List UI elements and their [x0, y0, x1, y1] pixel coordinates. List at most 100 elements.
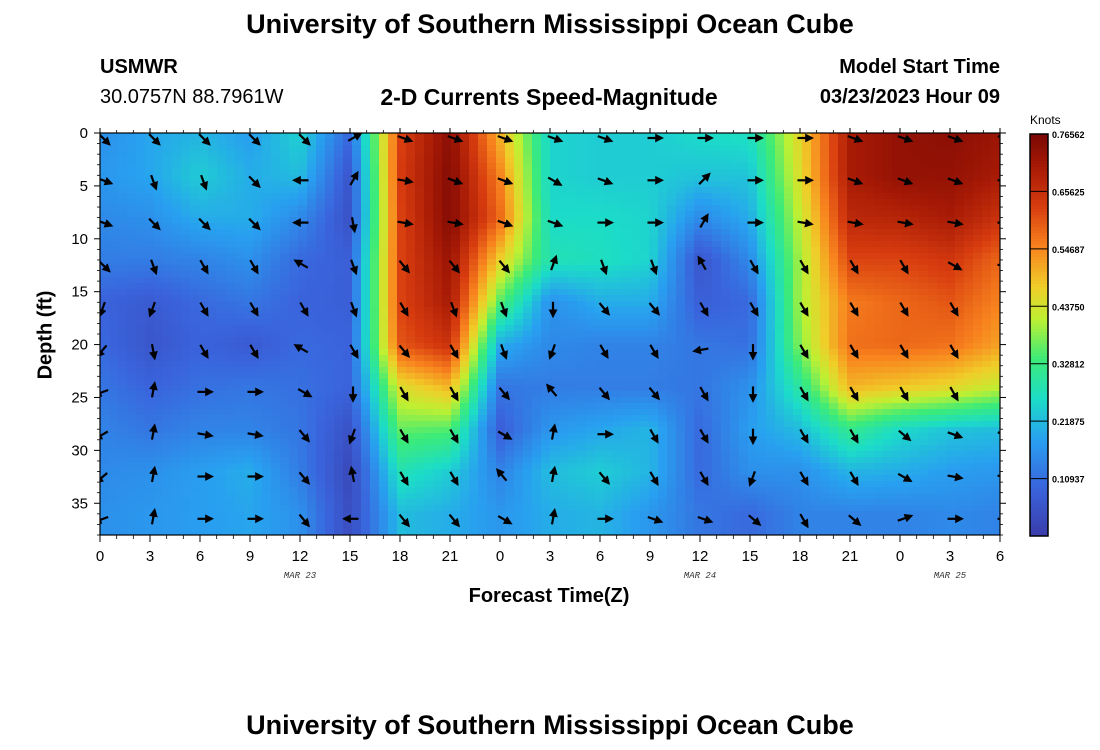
heatmap-cell [559, 205, 569, 212]
heatmap-cell [784, 289, 794, 296]
heatmap-cell [586, 151, 596, 158]
heatmap-cell [487, 145, 497, 152]
heatmap-cell [910, 415, 920, 422]
heatmap-cell [910, 241, 920, 248]
heatmap-cell [361, 199, 371, 206]
heatmap-cell [208, 409, 218, 416]
heatmap-cell [523, 157, 533, 164]
heatmap-cell [937, 391, 947, 398]
heatmap-cell [514, 205, 524, 212]
heatmap-cell [163, 337, 173, 344]
heatmap-cell [424, 157, 434, 164]
heatmap-cell [586, 301, 596, 308]
heatmap-cell [721, 253, 731, 260]
heatmap-cell [928, 301, 938, 308]
heatmap-cell [631, 289, 641, 296]
heatmap-cell [352, 169, 362, 176]
heatmap-cell [937, 217, 947, 224]
heatmap-cell [307, 295, 317, 302]
heatmap-cell [685, 331, 695, 338]
heatmap-cell [181, 253, 191, 260]
heatmap-cell [361, 367, 371, 374]
heatmap-cell [775, 391, 785, 398]
heatmap-cell [226, 391, 236, 398]
heatmap-cell [289, 355, 299, 362]
heatmap-cell [559, 163, 569, 170]
heatmap-cell [496, 229, 506, 236]
heatmap-cell [298, 193, 308, 200]
heatmap-cell [802, 325, 812, 332]
heatmap-cell [532, 289, 542, 296]
heatmap-cell [829, 133, 839, 140]
heatmap-cell [640, 265, 650, 272]
colorbar-unit-label: Knots [1030, 113, 1061, 127]
heatmap-cell [244, 151, 254, 158]
heatmap-cell [910, 355, 920, 362]
heatmap-cell [208, 349, 218, 356]
heatmap-cell [811, 355, 821, 362]
heatmap-cell [604, 319, 614, 326]
heatmap-cell [676, 319, 686, 326]
heatmap-cell [748, 163, 758, 170]
heatmap-cell [613, 217, 623, 224]
heatmap-cell [478, 295, 488, 302]
heatmap-cell [406, 211, 416, 218]
heatmap-cell [226, 349, 236, 356]
heatmap-cell [766, 337, 776, 344]
heatmap-cell [847, 337, 857, 344]
heatmap-cell [514, 151, 524, 158]
heatmap-cell [487, 385, 497, 392]
heatmap-cell [856, 409, 866, 416]
heatmap-cell [991, 211, 1000, 218]
heatmap-cell [334, 163, 344, 170]
heatmap-cell [910, 337, 920, 344]
heatmap-cell [253, 403, 263, 410]
heatmap-cell [901, 361, 911, 368]
heatmap-cell [766, 409, 776, 416]
heatmap-cell [658, 139, 668, 146]
heatmap-cell [316, 325, 326, 332]
heatmap-cell [199, 313, 209, 320]
heatmap-cell [757, 307, 767, 314]
heatmap-cell [145, 259, 155, 266]
heatmap-cell [145, 373, 155, 380]
heatmap-cell [568, 175, 578, 182]
heatmap-cell [946, 229, 956, 236]
heatmap-cell [865, 235, 875, 242]
heatmap-cell [685, 397, 695, 404]
heatmap-cell [640, 379, 650, 386]
heatmap-cell [514, 217, 524, 224]
heatmap-cell [847, 355, 857, 362]
heatmap-cell [766, 415, 776, 422]
heatmap-cell [280, 307, 290, 314]
heatmap-cell [415, 277, 425, 284]
heatmap-cell [406, 283, 416, 290]
heatmap-cell [442, 193, 452, 200]
heatmap-cell [469, 205, 479, 212]
heatmap-cell [739, 313, 749, 320]
heatmap-cell [928, 283, 938, 290]
heatmap-cell [496, 421, 506, 428]
heatmap-cell [145, 169, 155, 176]
heatmap-cell [433, 193, 443, 200]
heatmap-cell [595, 253, 605, 260]
heatmap-cell [253, 151, 263, 158]
heatmap-cell [766, 427, 776, 434]
heatmap-cell [262, 211, 272, 218]
heatmap-cell [532, 259, 542, 266]
heatmap-cell [235, 295, 245, 302]
heatmap-cell [145, 211, 155, 218]
heatmap-cell [919, 157, 929, 164]
heatmap-cell [892, 421, 902, 428]
heatmap-cell [406, 403, 416, 410]
heatmap-cell [172, 211, 182, 218]
heatmap-cell [694, 367, 704, 374]
heatmap-cell [100, 385, 110, 392]
heatmap-cell [622, 403, 632, 410]
heatmap-cell [388, 187, 398, 194]
heatmap-cell [505, 397, 515, 404]
heatmap-cell [811, 133, 821, 140]
heatmap-cell [811, 199, 821, 206]
heatmap-cell [793, 277, 803, 284]
heatmap-cell [307, 169, 317, 176]
